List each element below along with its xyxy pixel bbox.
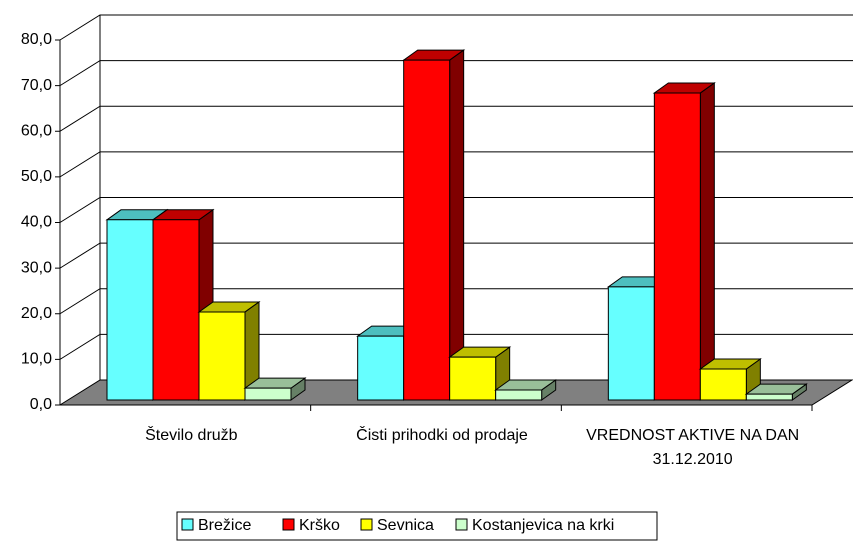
y-tick-label: 80,0 — [21, 31, 52, 48]
y-tick-label: 60,0 — [21, 122, 52, 139]
bar-face — [699, 368, 747, 401]
bar — [744, 383, 808, 401]
bar-face — [403, 59, 451, 401]
bar-face — [745, 393, 793, 401]
y-tick-label: 30,0 — [21, 259, 52, 276]
y-tick-label: 50,0 — [21, 168, 52, 185]
bar-face — [244, 387, 292, 401]
bar-face — [699, 81, 715, 401]
bar-face — [449, 356, 497, 401]
legend-label: Krško — [299, 517, 340, 534]
y-tick-label: 10,0 — [21, 351, 52, 368]
legend-swatch — [455, 518, 468, 531]
legend-label: Sevnica — [377, 517, 434, 534]
legend-swatch — [181, 518, 194, 531]
bar-face — [495, 389, 543, 401]
x-tick-label: Čisti prihodki od prodaje — [356, 427, 528, 444]
bar-face — [653, 92, 701, 401]
legend-swatch — [360, 518, 373, 531]
bar — [197, 300, 261, 401]
bar-face — [152, 219, 200, 401]
legend-swatch — [282, 518, 295, 531]
bar-face — [449, 49, 465, 401]
bar — [402, 49, 466, 401]
y-tick-label: 20,0 — [21, 305, 52, 322]
bar-face — [357, 335, 405, 401]
y-tick-label: 70,0 — [21, 77, 52, 94]
y-tick-label: 0,0 — [30, 396, 52, 413]
x-tick-label: VREDNOST AKTIVE NA DAN 31.12.2010 — [586, 427, 800, 468]
bar — [652, 81, 716, 401]
bar-face — [198, 311, 246, 401]
bar-face — [106, 219, 154, 401]
bar — [494, 378, 558, 401]
grid-line — [59, 14, 853, 41]
y-tick-label: 40,0 — [21, 214, 52, 231]
legend-box — [176, 511, 658, 541]
legend-label: Brežice — [198, 517, 251, 534]
legend-label: Kostanjevica na krki — [472, 517, 614, 534]
bar — [698, 358, 762, 401]
bar — [243, 377, 307, 401]
bar-face — [607, 286, 655, 401]
x-tick-label: Število družb — [145, 427, 238, 444]
bar — [448, 346, 512, 401]
